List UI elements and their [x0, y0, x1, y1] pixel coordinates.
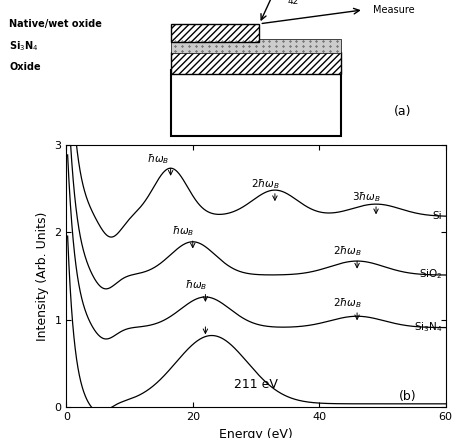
Text: Native/wet oxide: Native/wet oxide: [9, 19, 102, 29]
Text: 211 eV: 211 eV: [234, 378, 278, 391]
X-axis label: Energy (eV): Energy (eV): [219, 428, 293, 438]
Text: $\hbar\omega_B$: $\hbar\omega_B$: [147, 152, 169, 166]
Text: Si$_3$N$_4$: Si$_3$N$_4$: [414, 320, 442, 334]
Text: $\hbar\omega_B$: $\hbar\omega_B$: [172, 224, 194, 238]
Bar: [171, 70, 341, 136]
Text: $\hbar\omega_B$: $\hbar\omega_B$: [185, 278, 207, 292]
Bar: [171, 24, 259, 42]
Text: $3\hbar\omega_B$: $3\hbar\omega_B$: [352, 190, 381, 204]
Text: Measure: Measure: [373, 5, 415, 15]
Y-axis label: Intensity (Arb. Units): Intensity (Arb. Units): [36, 211, 49, 341]
Text: Oxide: Oxide: [9, 62, 41, 72]
Text: $2\hbar\omega_B$: $2\hbar\omega_B$: [333, 296, 362, 310]
Text: Si: Si: [433, 212, 442, 221]
Text: Si$_3$N$_4$: Si$_3$N$_4$: [9, 39, 39, 53]
Text: SiO$_2$: SiO$_2$: [419, 267, 442, 281]
Bar: [171, 52, 341, 74]
Text: 42°: 42°: [288, 0, 303, 6]
Text: $2\hbar\omega_B$: $2\hbar\omega_B$: [333, 244, 362, 258]
Bar: [171, 39, 341, 53]
Text: $2\hbar\omega_B$: $2\hbar\omega_B$: [251, 177, 280, 191]
Text: (b): (b): [399, 390, 417, 403]
Text: (a): (a): [394, 105, 411, 118]
